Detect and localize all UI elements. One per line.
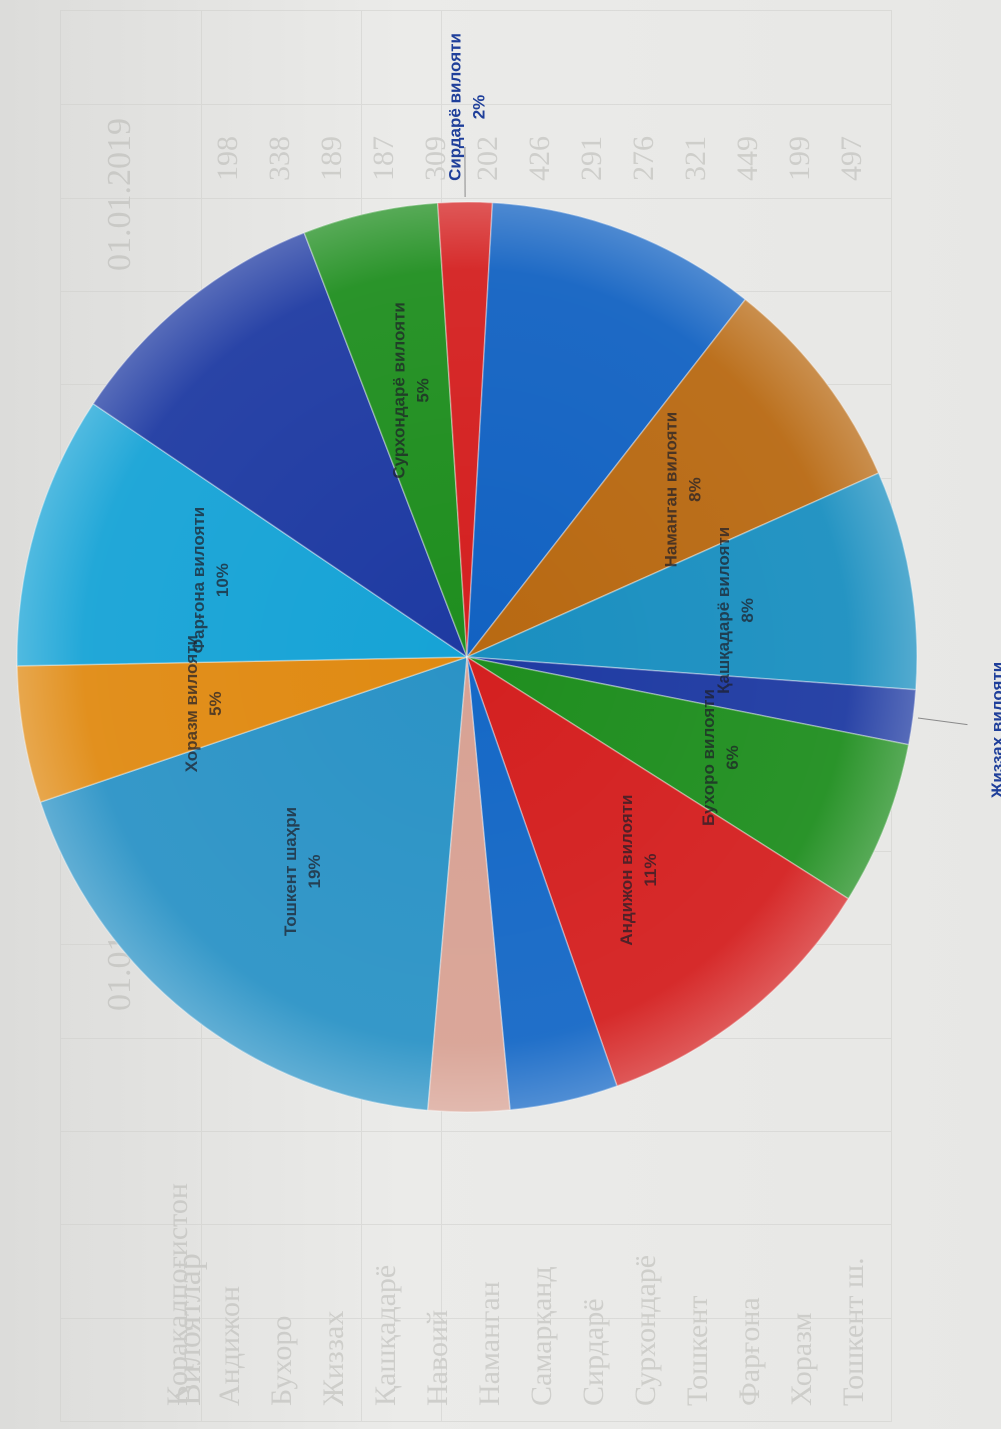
pie-slice-label: Андижон вилояти [617,795,636,946]
pie-slices [16,201,918,1113]
pie-slice-percent-label: 5% [206,691,225,716]
pie-slice-label: Наманган вилояти [661,412,680,568]
pie-slice-percent-label: 6% [723,745,742,770]
pie-slice-label: Фарғона вилояти [189,507,208,654]
pie-slice-percent-label: 10% [213,563,232,597]
pie-slice-label-group: Наманган вилояти 8% [661,412,704,568]
pie-slice-label: Бухоро вилояти [699,689,718,826]
pie-slice-label: Жиззах вилояти [988,662,1001,799]
pie-slice-label: Қашқадарё вилояти [714,527,733,694]
pie-slice-label-group: Қашқадарё вилояти 8% [714,527,757,694]
pie-slice-label-group: Сурхондарё вилояти 5% [390,302,433,479]
pie-slice-label: Сирдарё вилояти [446,33,465,181]
pie-slice-label: Сурхондарё вилояти [390,302,409,479]
background-table-row-line [61,1224,891,1225]
pie-slice-label-group: Тошкент шаҳри 19% [281,807,324,936]
pie-slice-label-group: Хоразм вилояти 5% [182,635,225,772]
pie-slice-percent-label: 8% [738,598,757,623]
pie-slice-percent-label: 11% [641,854,660,887]
pie-slice-label-group: Андижон вилояти 11% [617,795,660,946]
pie-leader-line [917,717,968,726]
background-table-row-line [61,104,891,105]
background-table-row-line [61,198,891,199]
pie-slice-label: Тошкент шаҳри [281,807,300,936]
pie-slice-percent-label: 19% [305,854,324,888]
background-table-row-line [61,1318,891,1319]
pie-slice-label-group: Сирдарё вилояти 2% [446,33,489,181]
pie-slice-percent-label: 8% [685,477,704,502]
pie-labels: Тошкент шаҳри 19% Хоразм вилояти 5% Фарғона … [182,33,1001,946]
background-table-row-line [61,1131,891,1132]
pie-gloss-overlay [17,202,917,1112]
pie-slice-percent-label: 5% [414,378,433,403]
pie-slice-label: Хоразм вилояти [182,635,201,772]
pie-slice-label-group: Бухоро вилояти 6% [699,689,742,826]
pie-slice-label-group: Фарғона вилояти 10% [189,507,232,654]
pie-slice-percent-label: 2% [470,95,489,120]
